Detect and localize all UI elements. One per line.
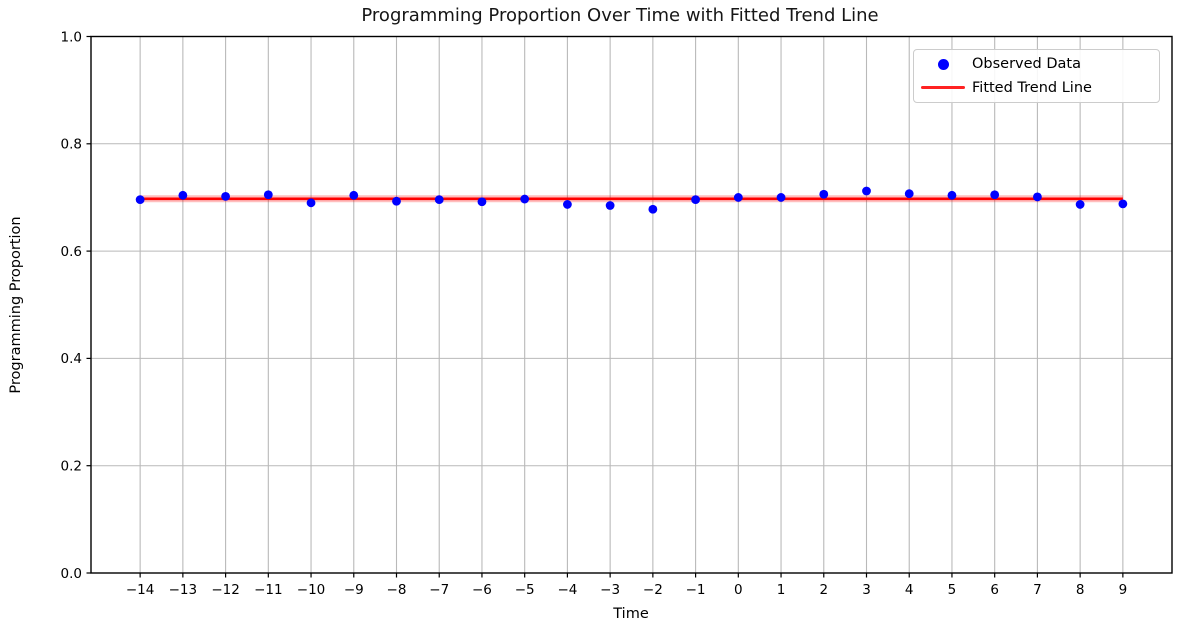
observed-point — [904, 189, 914, 199]
observed-point — [990, 190, 1000, 200]
x-tick-label: −12 — [211, 582, 240, 598]
chart-title: Programming Proportion Over Time with Fi… — [361, 5, 879, 26]
y-tick-label: 0.6 — [61, 244, 82, 260]
x-tick-label: −8 — [387, 582, 407, 598]
trend-line-icon — [921, 85, 965, 90]
observed-point — [135, 195, 145, 204]
y-tick-label: 0.2 — [61, 459, 82, 475]
observed-point — [1118, 199, 1128, 209]
observed-point — [819, 189, 829, 199]
observed-point — [477, 197, 487, 207]
observed-point — [221, 191, 230, 201]
observed-point — [306, 198, 316, 208]
observed-point — [733, 193, 743, 202]
x-tick-label: −1 — [686, 582, 706, 598]
observed-point — [520, 194, 530, 204]
x-tick-label: −2 — [643, 582, 663, 598]
observed-point — [648, 204, 658, 214]
observed-point — [178, 190, 188, 200]
x-tick-label: 1 — [777, 582, 786, 598]
x-tick-label: 3 — [862, 582, 871, 598]
x-tick-label: −14 — [126, 582, 155, 598]
scatter-dot-icon — [937, 58, 949, 70]
legend-marker-area — [914, 58, 972, 70]
x-tick-label: −4 — [557, 582, 577, 598]
x-tick-label: 8 — [1076, 582, 1085, 598]
x-tick-label: −9 — [344, 582, 364, 598]
x-axis-label: Time — [613, 606, 649, 622]
y-tick-label: 0.8 — [61, 137, 82, 153]
legend-label: Fitted Trend Line — [972, 79, 1092, 96]
legend-item-observed-data: Observed Data — [914, 53, 1159, 75]
x-tick-label: 6 — [990, 582, 999, 598]
observed-point — [563, 200, 572, 209]
x-tick-label: −5 — [515, 582, 535, 598]
x-tick-label: −6 — [472, 582, 492, 598]
observed-point — [392, 196, 401, 206]
legend-item-fitted-trend-line: Fitted Trend Line — [914, 77, 1159, 99]
observed-point — [1075, 200, 1085, 209]
x-tick-label: −3 — [600, 582, 620, 598]
x-tick-label: 9 — [1119, 582, 1128, 598]
observed-point — [434, 195, 444, 204]
y-tick-label: 0.4 — [61, 351, 82, 367]
y-tick-label: 0.0 — [61, 566, 82, 582]
observed-point — [862, 186, 871, 196]
x-tick-label: −7 — [429, 582, 449, 598]
observed-point — [605, 201, 615, 210]
observed-point — [263, 190, 273, 200]
observed-point — [776, 193, 786, 202]
x-tick-label: −10 — [297, 582, 326, 598]
x-tick-label: 2 — [819, 582, 828, 598]
x-tick-label: −11 — [254, 582, 283, 598]
observed-point — [947, 190, 957, 200]
x-tick-label: 4 — [905, 582, 914, 598]
legend-label: Observed Data — [972, 56, 1081, 73]
legend: Observed Data Fitted Trend Line — [913, 49, 1160, 103]
observed-point — [349, 190, 359, 200]
x-tick-label: 0 — [734, 582, 743, 598]
x-tick-label: 5 — [948, 582, 957, 598]
x-tick-label: −13 — [169, 582, 198, 598]
legend-marker-area — [914, 85, 972, 90]
plot-border — [90, 35, 1173, 574]
observed-point — [691, 195, 700, 204]
y-tick-label: 1.0 — [61, 29, 82, 45]
x-tick-label: 7 — [1033, 582, 1042, 598]
observed-point — [1033, 192, 1042, 202]
